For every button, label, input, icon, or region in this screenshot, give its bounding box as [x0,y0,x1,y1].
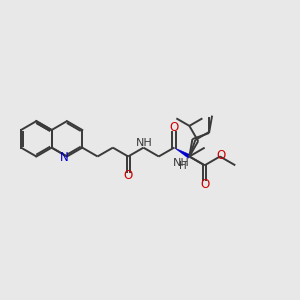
Text: O: O [216,149,226,162]
Text: O: O [169,122,179,134]
Polygon shape [174,148,190,158]
Text: NH: NH [173,158,190,168]
Text: O: O [124,169,133,182]
Text: N: N [60,152,69,164]
Text: NH: NH [136,138,153,148]
Text: O: O [200,178,209,191]
Text: H: H [179,161,187,172]
